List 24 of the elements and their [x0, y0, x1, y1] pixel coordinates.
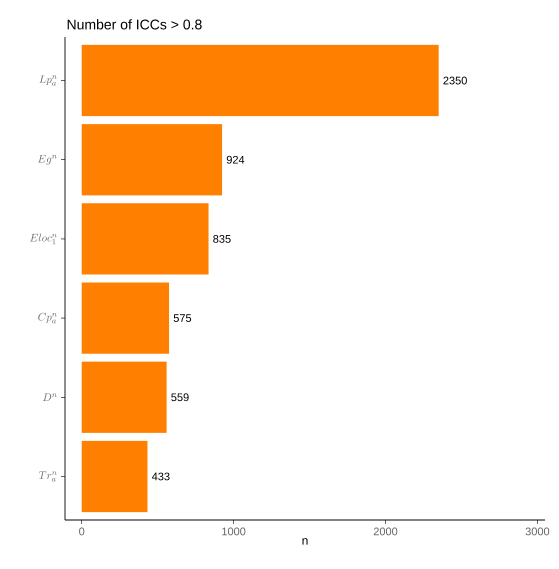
bar	[82, 203, 209, 275]
bar	[82, 362, 167, 433]
x-axis-title: n	[302, 538, 308, 545]
x-tick-label: 2000	[374, 528, 398, 536]
y-tick-label: $Cp_a^n$	[38, 312, 57, 324]
y-tick-label: $Eloc_1^n$	[30, 234, 57, 244]
bar	[82, 44, 439, 116]
data-label: 835	[213, 235, 231, 243]
data-label: 433	[152, 472, 170, 480]
chart-title: Number of ICCs > 0.8	[68, 19, 202, 30]
data-label: 924	[226, 156, 244, 164]
y-tick-label: $Eg^n$	[38, 154, 57, 165]
bar	[82, 440, 148, 512]
x-tick-label: 0	[79, 528, 84, 536]
data-label: 559	[171, 393, 189, 402]
x-tick-label: 3000	[526, 528, 550, 536]
data-label: 575	[174, 314, 192, 322]
bar	[82, 282, 170, 354]
y-tick-label: $Tr_a^n$	[38, 471, 57, 482]
bar	[82, 124, 222, 196]
x-tick-label: 1000	[222, 528, 246, 536]
data-label: 2350	[443, 76, 467, 84]
y-tick-label: $Lp_a^n$	[39, 75, 57, 86]
y-tick-label: $D^n$	[42, 394, 57, 402]
